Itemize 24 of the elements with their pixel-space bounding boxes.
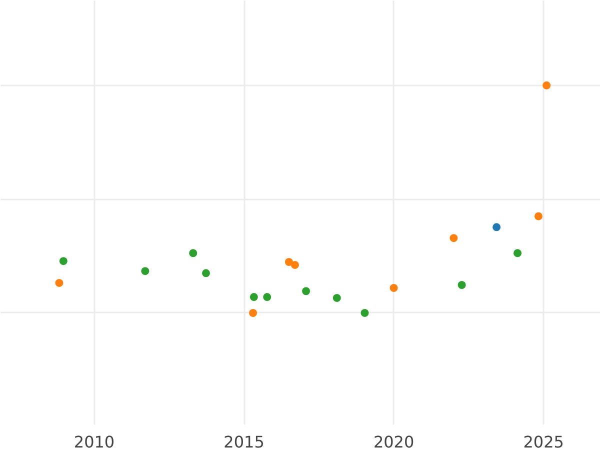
point [202, 269, 210, 278]
x-tick-label: 2020 [373, 432, 414, 450]
point [302, 287, 310, 296]
point [332, 294, 341, 302]
point [458, 280, 466, 289]
point [189, 249, 198, 258]
point [514, 249, 522, 258]
point [55, 278, 64, 287]
point [290, 260, 299, 269]
point [250, 293, 258, 302]
x-tick-label: 2015 [224, 432, 264, 450]
point [263, 293, 272, 302]
x-tick-label: 2025 [523, 432, 564, 450]
point [141, 267, 150, 276]
point [59, 257, 68, 266]
point [542, 81, 551, 90]
point [390, 284, 398, 292]
x-tick-label: 2010 [74, 432, 115, 450]
point [450, 234, 458, 242]
point [360, 308, 369, 317]
point [249, 308, 258, 317]
point [534, 212, 542, 220]
point [284, 258, 293, 266]
point [492, 223, 501, 232]
